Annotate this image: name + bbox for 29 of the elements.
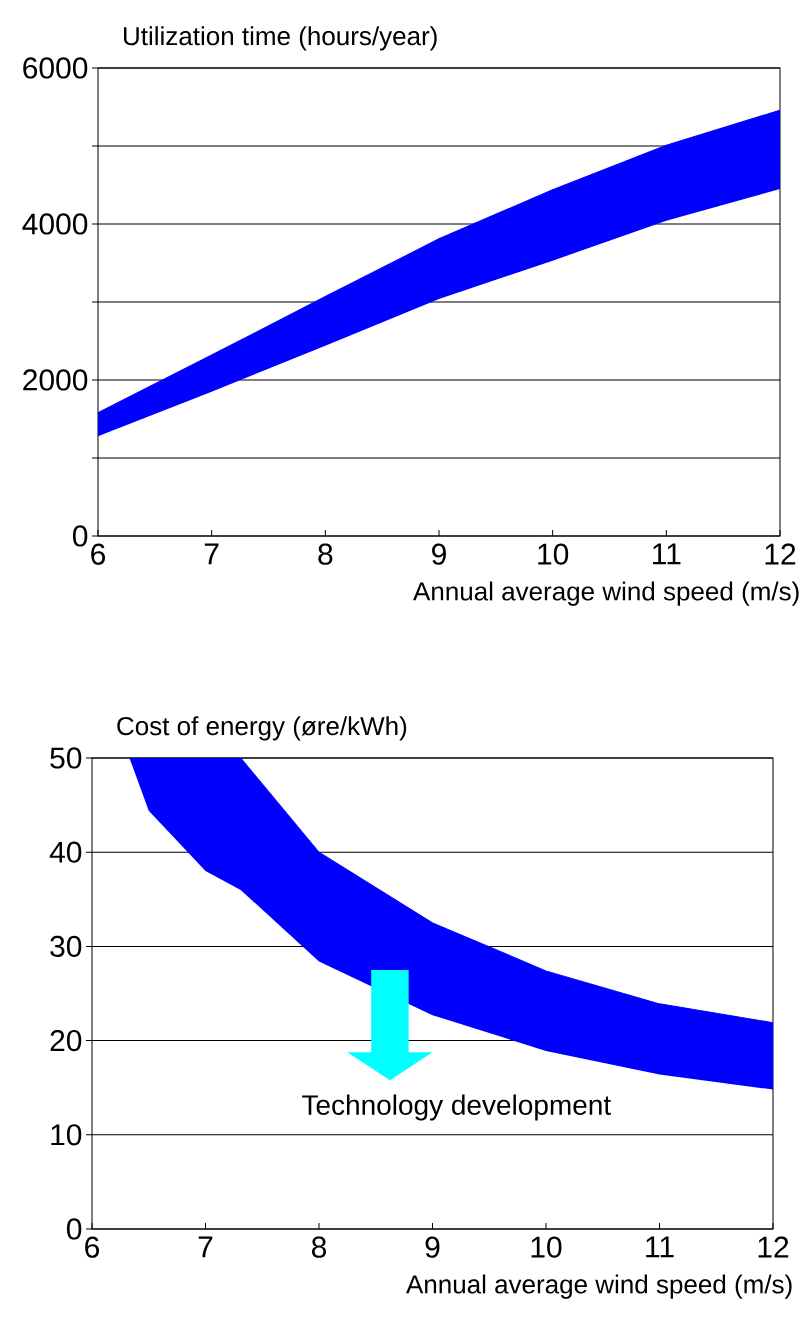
x-axis-title: Annual average wind speed (m/s): [413, 581, 799, 606]
y-tick-label: 10: [51, 1124, 82, 1146]
y-tick-label: 4000: [22, 213, 88, 235]
x-tick-label: 6: [91, 543, 106, 565]
x-tick-label: 8: [318, 543, 333, 565]
x-tick-label: 8: [311, 1236, 327, 1258]
y-tick-label: 0: [66, 1218, 82, 1240]
annotation: Technology development: [302, 1094, 611, 1121]
x-tick-label: 10: [538, 543, 569, 565]
chart-title: Cost of energy (øre/kWh): [117, 716, 407, 741]
y-tick-label: 6000: [23, 57, 88, 79]
y-tick-label: 30: [50, 935, 82, 958]
y-tick-label: 40: [49, 841, 82, 863]
x-tick-label: 11: [646, 1236, 674, 1258]
chart-title: Utilization time (hours/year): [124, 26, 437, 51]
y-tick-label: 20: [50, 1029, 82, 1052]
x-tick-label: 12: [758, 1236, 789, 1258]
x-tick-label: 7: [198, 1236, 213, 1258]
y-tick-label: 0: [72, 525, 88, 547]
x-tick-label: 9: [432, 543, 446, 565]
x-tick-label: 12: [765, 543, 796, 565]
x-tick-label: 7: [204, 543, 219, 565]
x-tick-label: 10: [531, 1236, 562, 1258]
x-tick-label: 11: [653, 543, 681, 565]
y-tick-label: 2000: [23, 369, 88, 391]
x-tick-label: 6: [85, 1236, 100, 1258]
x-tick-label: 9: [425, 1236, 440, 1258]
x-axis-title: Annual average wind speed (m/s): [406, 1274, 792, 1299]
y-tick-label: 50: [50, 747, 82, 769]
